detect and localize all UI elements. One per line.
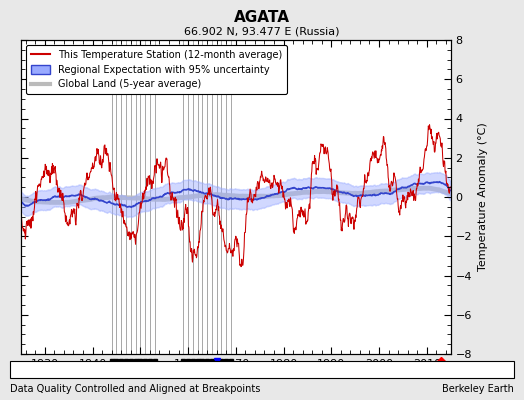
Text: Record Gap: Record Gap xyxy=(139,365,195,374)
Y-axis label: Temperature Anomaly (°C): Temperature Anomaly (°C) xyxy=(477,123,487,271)
Text: ▲: ▲ xyxy=(126,365,133,374)
Text: ▼: ▼ xyxy=(231,365,238,374)
Text: ■: ■ xyxy=(372,365,381,374)
Text: Data Quality Controlled and Aligned at Breakpoints: Data Quality Controlled and Aligned at B… xyxy=(10,384,261,394)
Text: AGATA: AGATA xyxy=(234,10,290,25)
Text: Station Move: Station Move xyxy=(34,365,98,374)
Text: 66.902 N, 93.477 E (Russia): 66.902 N, 93.477 E (Russia) xyxy=(184,26,340,36)
Text: ◆: ◆ xyxy=(21,365,28,374)
Text: Time of Obs. Change: Time of Obs. Change xyxy=(244,365,345,374)
Text: Berkeley Earth: Berkeley Earth xyxy=(442,384,514,394)
Legend: This Temperature Station (12-month average), Regional Expectation with 95% uncer: This Temperature Station (12-month avera… xyxy=(26,45,287,94)
Text: Empirical Break: Empirical Break xyxy=(385,365,462,374)
